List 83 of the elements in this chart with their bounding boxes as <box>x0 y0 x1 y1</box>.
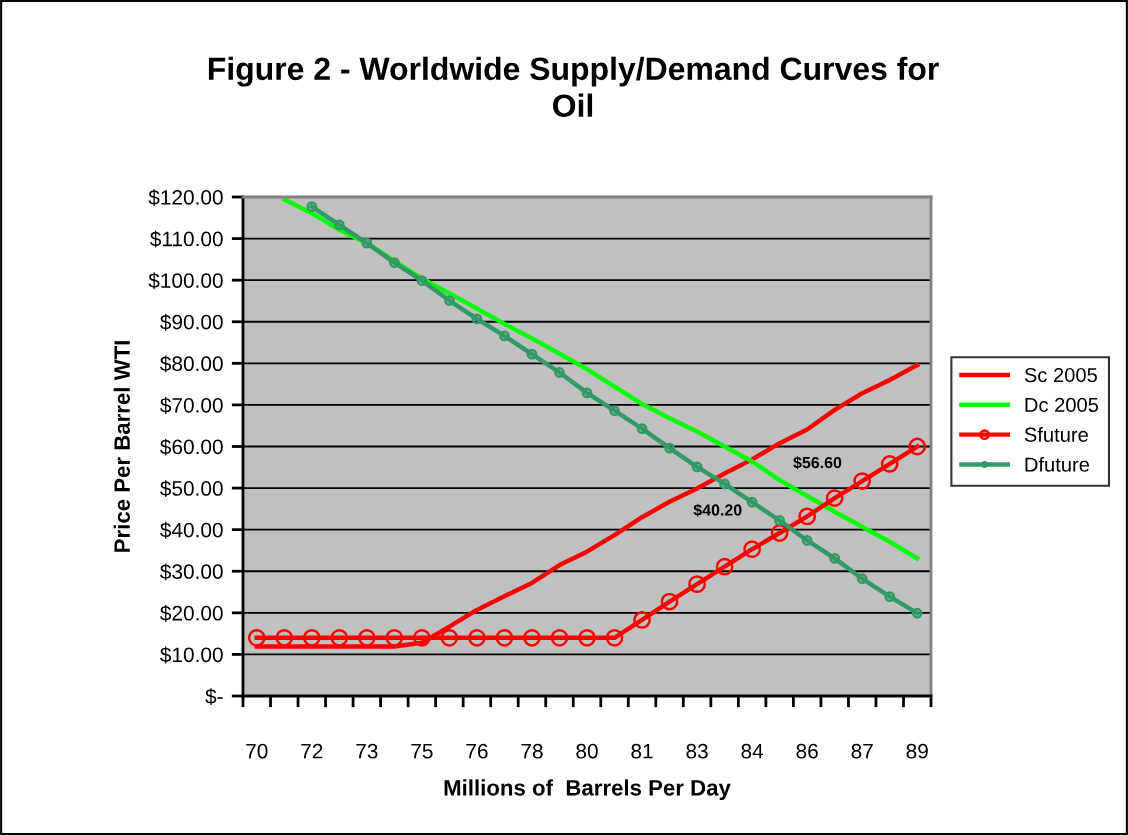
point <box>801 535 813 546</box>
point <box>471 313 483 325</box>
x-tick-label: 81 <box>631 743 653 759</box>
x-tick-label: 73 <box>356 743 378 759</box>
point <box>330 628 349 647</box>
legend-label: Sfuture <box>1024 427 1088 442</box>
point <box>468 628 486 647</box>
point <box>357 628 376 647</box>
point <box>908 437 927 456</box>
legend-label: Sc 2005 <box>1024 367 1097 383</box>
point <box>688 575 706 594</box>
point <box>412 628 431 647</box>
y-tick-label: $120.00 <box>148 189 223 206</box>
y-tick-label: $50.00 <box>160 480 223 498</box>
point <box>247 628 266 647</box>
y-axis-title: Price Per Barrel WTI <box>113 341 130 552</box>
point <box>825 489 844 507</box>
y-tick-label: $30.00 <box>160 563 223 581</box>
point <box>550 628 569 647</box>
x-tick-label: 75 <box>411 743 433 759</box>
x-tick-label: 83 <box>686 743 708 759</box>
point <box>385 628 404 647</box>
y-tick-label: $80.00 <box>160 355 223 373</box>
point <box>443 295 455 306</box>
x-tick-label: 78 <box>521 743 543 759</box>
point <box>853 472 872 490</box>
point <box>306 201 318 212</box>
point <box>605 628 624 647</box>
y-tick-label: $10.00 <box>160 646 223 664</box>
chart-title: Figure 2 - Worldwide Supply/Demand Curves for Oil <box>208 56 939 118</box>
point <box>746 496 758 508</box>
point <box>554 367 565 378</box>
point <box>495 628 514 647</box>
x-tick-label: 80 <box>576 743 598 759</box>
legend-label: Dfuture <box>1025 456 1090 472</box>
point <box>715 557 734 576</box>
x-axis-title: Millions of Barrels Per Day <box>444 779 731 801</box>
point <box>691 461 703 473</box>
y-tick-label: $20.00 <box>160 604 223 622</box>
y-tick-label: $90.00 <box>160 313 223 331</box>
point <box>581 387 593 399</box>
legend-label: Dc 2005 <box>1025 397 1099 413</box>
point <box>719 478 731 490</box>
line-series <box>306 201 923 619</box>
point <box>829 552 841 564</box>
point <box>499 330 510 342</box>
point <box>636 423 648 435</box>
point <box>416 275 428 286</box>
point <box>578 628 596 647</box>
x-tick-label: 87 <box>851 743 873 759</box>
point <box>664 442 675 454</box>
x-tick-label: 72 <box>301 743 323 759</box>
point <box>440 628 459 647</box>
y-tick-label: $70.00 <box>160 397 223 414</box>
x-tick-label: 86 <box>796 743 818 759</box>
point <box>302 628 321 647</box>
point <box>609 405 620 417</box>
point <box>774 515 786 526</box>
y-tick-label: $110.00 <box>150 230 223 248</box>
point <box>856 573 868 585</box>
point <box>660 592 679 611</box>
point <box>388 257 400 269</box>
x-tick-label: 76 <box>466 743 488 759</box>
annotation: $40.20 <box>693 503 742 517</box>
point <box>884 591 896 603</box>
point <box>798 507 817 526</box>
y-tick-label: $60.00 <box>160 438 223 456</box>
x-tick-label: 84 <box>741 743 764 759</box>
point <box>523 628 541 647</box>
x-tick-label: 70 <box>246 743 268 759</box>
point <box>911 607 923 619</box>
y-tick-label: $40.00 <box>160 521 223 539</box>
y-tick-label: $100.00 <box>148 272 223 290</box>
point <box>633 611 651 629</box>
y-tick-label: $- <box>205 688 223 705</box>
point <box>743 540 762 559</box>
point <box>880 455 899 473</box>
point <box>275 628 294 647</box>
point <box>526 348 538 360</box>
point <box>361 237 373 249</box>
annotation: $56.60 <box>793 456 842 470</box>
point <box>333 219 345 231</box>
x-tick-label: 89 <box>906 743 928 759</box>
